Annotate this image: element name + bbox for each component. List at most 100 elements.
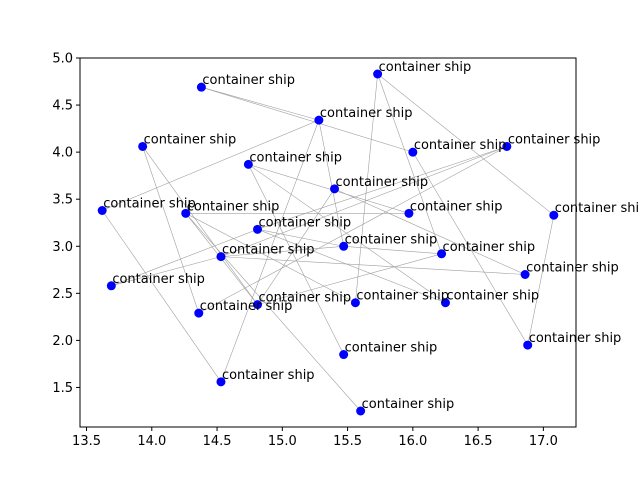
data-point (520, 270, 530, 280)
data-point (216, 377, 226, 387)
y-tick-label: 4.5 (52, 99, 73, 114)
data-point (523, 340, 533, 350)
edge-line (257, 146, 507, 230)
x-tick-label: 17.0 (529, 434, 558, 449)
x-tick-label: 16.5 (464, 434, 493, 449)
point-label: container ship (356, 289, 449, 304)
data-point (314, 115, 324, 125)
data-point (216, 252, 226, 262)
edge-line (257, 229, 446, 304)
data-point (253, 224, 263, 234)
point-label: container ship (222, 368, 315, 383)
edge-line (318, 120, 344, 247)
edge-line (111, 256, 222, 287)
edge-line (185, 213, 361, 412)
point-label: container ship (443, 240, 536, 255)
data-point (181, 208, 191, 218)
y-tick-label: 4.0 (52, 146, 73, 161)
data-point (404, 208, 414, 218)
y-tick-label: 3.0 (52, 240, 73, 255)
data-point (549, 210, 559, 220)
point-label: container ship (345, 232, 438, 247)
edge-line (377, 73, 442, 254)
point-label: container ship (555, 201, 640, 216)
point-label: container ship (379, 60, 472, 75)
data-point (437, 249, 447, 259)
y-tick-label: 3.5 (52, 193, 73, 208)
edge-line (412, 151, 528, 346)
point-label: container ship (529, 331, 622, 346)
edge-line (248, 164, 410, 214)
point-label: container ship (187, 199, 280, 214)
edge-line (142, 146, 258, 305)
point-label: container ship (103, 196, 196, 211)
edge-line (248, 164, 344, 355)
data-point (408, 147, 418, 157)
point-label: container ship (345, 341, 438, 356)
plot-frame (79, 57, 577, 428)
edge-line (343, 245, 442, 255)
edge-line (220, 256, 526, 275)
x-tick-label: 15.5 (333, 434, 362, 449)
data-point (356, 406, 366, 416)
points-layer (97, 69, 559, 416)
edge-line (201, 86, 413, 153)
data-point (502, 141, 512, 151)
edge-line (111, 229, 258, 287)
x-tick-label: 14.0 (137, 434, 166, 449)
point-label: container ship (336, 175, 429, 190)
y-axis: 1.5 2.0 2.5 3.0 3.5 4.0 4.5 5.0 (52, 52, 80, 396)
edge-line (220, 245, 344, 257)
point-label: container ship (202, 73, 295, 88)
x-tick-label: 16.0 (398, 434, 427, 449)
edge-line (257, 253, 442, 305)
y-tick-label: 5.0 (52, 52, 73, 67)
data-point (97, 205, 107, 215)
point-label: container ship (112, 272, 205, 287)
edge-line (220, 146, 507, 257)
y-tick-label: 1.5 (52, 381, 73, 396)
point-label: container ship (410, 199, 503, 214)
data-point (196, 82, 206, 92)
edge-line (142, 146, 200, 314)
data-point (253, 300, 263, 310)
edge-line (102, 119, 319, 211)
data-point (339, 241, 349, 251)
y-tick-label: 2.5 (52, 287, 73, 302)
data-point (373, 69, 383, 79)
data-point (339, 350, 349, 360)
edge-line (257, 188, 335, 305)
point-label: container ship (259, 291, 352, 306)
point-label: container ship (414, 138, 507, 153)
data-point (138, 141, 148, 151)
point-label: container ship (526, 261, 619, 276)
edge-line (101, 210, 222, 382)
edge-line (185, 213, 356, 304)
edges-layer (101, 73, 555, 412)
point-label: container ship (320, 106, 413, 121)
data-point (194, 308, 204, 318)
edge-line (527, 215, 555, 346)
edge-line (201, 86, 319, 121)
point-label: container ship (222, 243, 315, 258)
x-axis: 13.5 14.0 14.5 15.0 15.5 16.0 16.5 17.0 (72, 427, 558, 449)
edge-line (377, 73, 554, 216)
x-tick-label: 13.5 (72, 434, 101, 449)
data-point (350, 298, 360, 308)
x-tick-label: 14.5 (203, 434, 232, 449)
point-label: container ship (362, 397, 455, 412)
edge-line (334, 188, 526, 275)
data-point (330, 184, 340, 194)
data-point (243, 159, 253, 169)
point-label: container ship (200, 299, 293, 314)
point-label: container ship (144, 132, 237, 147)
point-label: container ship (249, 150, 342, 165)
edge-line (220, 120, 320, 382)
edge-line (257, 229, 344, 247)
x-tick-label: 15.0 (268, 434, 297, 449)
point-label: container ship (259, 215, 352, 230)
data-point (106, 281, 116, 291)
edge-line (198, 146, 507, 314)
